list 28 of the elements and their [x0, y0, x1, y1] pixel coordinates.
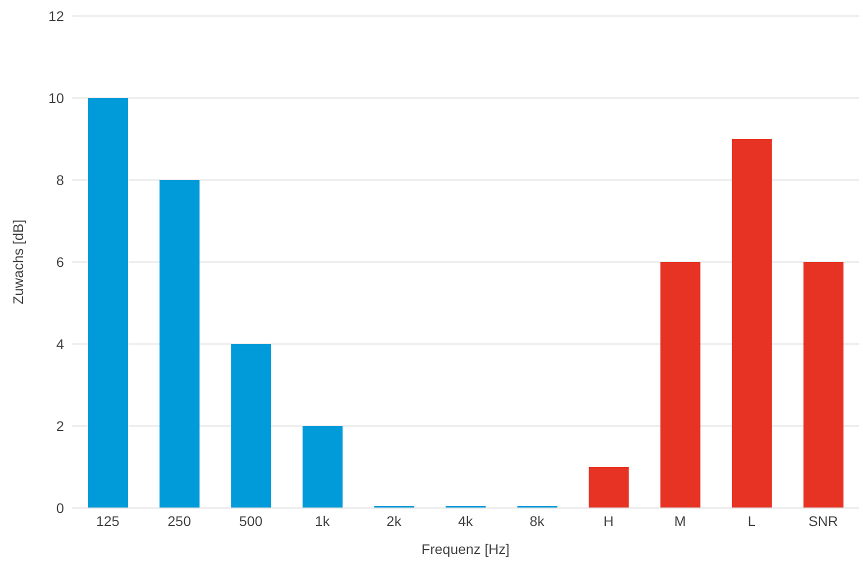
y-tick-label: 4 — [56, 336, 64, 352]
y-tick-label: 6 — [56, 254, 64, 270]
x-tick-label: 8k — [530, 512, 546, 529]
bar — [88, 98, 128, 508]
x-tick-label: H — [604, 512, 614, 529]
x-tick-label: 500 — [239, 512, 263, 529]
y-tick-label: 10 — [48, 90, 64, 106]
x-tick-label: M — [674, 512, 686, 529]
x-tick-label: 250 — [168, 512, 192, 529]
x-tick-label: L — [748, 512, 756, 529]
bar — [160, 180, 200, 508]
x-tick-label: 4k — [458, 512, 474, 529]
bar — [231, 344, 272, 508]
bar — [660, 262, 700, 508]
y-tick-label: 2 — [56, 418, 64, 434]
x-tick-label: 125 — [96, 512, 120, 529]
y-axis-title: Zuwachs [dB] — [10, 220, 26, 304]
y-tick-label: 8 — [56, 172, 64, 188]
x-axis-title: Frequenz [Hz] — [422, 541, 510, 557]
bar — [302, 426, 343, 508]
bar — [588, 467, 629, 508]
y-tick-label: 0 — [56, 500, 64, 516]
x-tick-label: SNR — [808, 512, 838, 529]
bar — [732, 139, 772, 508]
x-tick-label: 1k — [315, 512, 331, 529]
y-tick-label: 12 — [48, 8, 64, 24]
x-tick-label: 2k — [386, 512, 402, 529]
bar — [803, 262, 844, 508]
